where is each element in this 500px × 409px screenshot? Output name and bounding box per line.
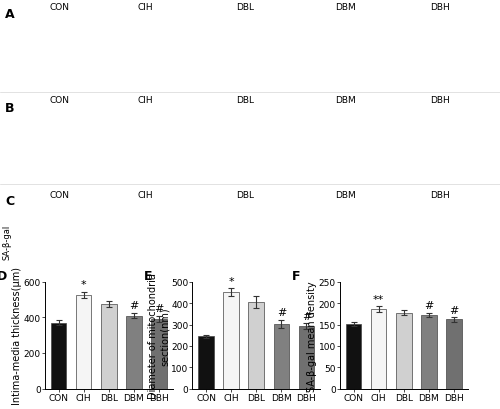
Text: #: # [129,301,138,310]
Bar [76,295,92,389]
Bar [371,310,386,389]
Y-axis label: Diameter of mitochondria
section(nm): Diameter of mitochondria section(nm) [148,272,170,398]
Text: DBL: DBL [236,96,254,105]
Text: #: # [276,307,286,317]
Bar [446,320,462,389]
Bar [274,324,289,389]
Bar [198,337,214,389]
Bar [126,316,142,389]
Y-axis label: Intima-media thickness(μm): Intima-media thickness(μm) [12,267,22,404]
Text: DBM: DBM [334,96,355,105]
Text: CIH: CIH [137,191,153,200]
Text: SA-β-gal: SA-β-gal [2,225,12,260]
Text: DBL: DBL [236,3,254,12]
Text: E: E [144,270,152,283]
Text: B: B [5,101,15,115]
Text: #: # [302,311,311,321]
Text: C: C [5,195,14,208]
Text: DBH: DBH [430,191,450,200]
Text: #: # [424,300,434,310]
Text: *: * [228,276,234,286]
Bar [101,304,116,389]
Bar [248,302,264,389]
Text: CON: CON [50,96,70,105]
Text: #: # [154,303,164,314]
Text: #: # [449,305,458,315]
Text: *: * [81,280,86,290]
Text: DBH: DBH [430,96,450,105]
Bar [421,315,436,389]
Bar [51,323,66,389]
Bar [346,324,362,389]
Text: D: D [0,270,7,283]
Text: **: ** [373,294,384,304]
Bar [298,327,314,389]
Text: DBL: DBL [236,191,254,200]
Text: DBM: DBM [334,191,355,200]
Text: CIH: CIH [137,3,153,12]
Bar [151,319,166,389]
Bar [224,292,239,389]
Text: DBM: DBM [334,3,355,12]
Text: F: F [292,270,300,283]
Y-axis label: SA-β-gal mean density: SA-β-gal mean density [307,280,317,391]
Text: CIH: CIH [137,96,153,105]
Text: DBH: DBH [430,3,450,12]
Text: CON: CON [50,3,70,12]
Text: CON: CON [50,191,70,200]
Bar [396,313,411,389]
Text: A: A [5,8,15,21]
